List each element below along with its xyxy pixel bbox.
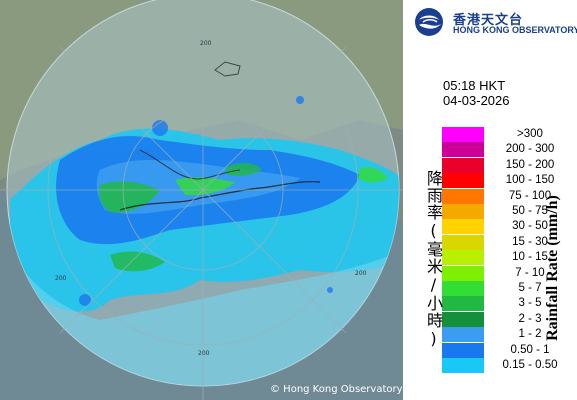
- legend-swatch: [442, 342, 484, 358]
- legend-swatch: [442, 173, 484, 189]
- legend-swatch: [442, 188, 484, 204]
- legend-label: 7 - 10: [515, 266, 545, 279]
- reservoir-outline: [214, 61, 241, 77]
- legend-label: 3 - 5: [518, 297, 542, 310]
- legend-swatch: [442, 234, 484, 250]
- range-label: 200: [198, 350, 210, 357]
- legend-label: 100 - 150: [505, 174, 555, 187]
- legend-swatch: [442, 265, 484, 281]
- hko-emblem-icon: [415, 8, 443, 36]
- legend-title-zh: 降雨率(毫米/小時): [424, 170, 443, 349]
- observation-date: 04-03-2026: [443, 93, 510, 108]
- legend-swatch: [442, 327, 484, 343]
- range-labels: 200 200 200 200: [55, 40, 367, 357]
- legend-item: 0.50 - 1: [442, 342, 574, 358]
- legend-label: 10 - 15: [512, 251, 548, 264]
- legend-label: 150 - 200: [505, 158, 555, 171]
- legend-item: 3 - 5: [442, 296, 574, 312]
- legend-item: 5 - 7: [442, 281, 574, 296]
- legend-item: 2 - 3: [442, 311, 574, 327]
- legend-label: 0.50 - 1: [510, 343, 550, 356]
- legend-label: 5 - 7: [518, 282, 542, 294]
- legend-swatch: [442, 281, 484, 296]
- legend-swatch: [442, 127, 484, 142]
- legend-item: 1 - 2: [442, 327, 574, 343]
- radar-map-image: 200 200 200 200: [0, 0, 403, 400]
- range-rings: [0, 0, 403, 400]
- legend-label: 1 - 2: [518, 328, 542, 341]
- logo-name-zh: 香港天文台: [453, 13, 524, 28]
- hko-logo: 香港天文台 HONG KONG OBSERVATORY: [413, 6, 577, 38]
- legend-item: 0.15 - 0.50: [442, 358, 574, 373]
- legend-label: 50 - 75: [512, 205, 548, 217]
- coastline: [139, 149, 241, 180]
- legend-item: 30 - 50: [442, 219, 574, 235]
- legend-item: 100 - 150: [442, 173, 574, 189]
- legend-item: >300: [442, 127, 574, 142]
- legend-item: 15 - 30: [442, 234, 574, 250]
- legend-swatch: [442, 157, 484, 173]
- legend-swatch: [442, 142, 484, 158]
- legend-label: 75 - 100: [508, 189, 552, 202]
- legend-swatch: [442, 250, 484, 266]
- legend-label: 15 - 30: [512, 235, 548, 248]
- legend-item: 150 - 200: [442, 157, 574, 173]
- legend-item: 75 - 100: [442, 188, 574, 204]
- legend-panel: 香港天文台 HONG KONG OBSERVATORY 05:18 HKT 04…: [403, 0, 577, 400]
- legend-swatch: [442, 204, 484, 219]
- logo-name-en: HONG KONG OBSERVATORY: [453, 25, 577, 35]
- legend-title-en: Rainfall Rate (mm/h): [544, 195, 561, 341]
- legend-label: 2 - 3: [518, 312, 542, 325]
- legend-label: >300: [517, 128, 543, 140]
- range-label: 200: [355, 270, 367, 277]
- legend-item: 10 - 15: [442, 250, 574, 266]
- radar-map: 200 200 200 200 © Hong Kong Observatory: [0, 0, 403, 400]
- legend-swatch: [442, 219, 484, 235]
- copyright-text: © Hong Kong Observatory: [270, 384, 403, 395]
- legend-item: 50 - 75: [442, 204, 574, 219]
- range-label: 200: [200, 40, 212, 47]
- legend-label: 200 - 300: [505, 143, 555, 156]
- legend-swatch: [442, 311, 484, 327]
- legend-label: 0.15 - 0.50: [502, 359, 558, 371]
- rain-echoes: [7, 96, 399, 386]
- observation-time: 05:18 HKT: [443, 78, 506, 93]
- range-label: 200: [55, 275, 67, 282]
- coastline: [119, 180, 321, 211]
- legend-swatch: [442, 358, 484, 373]
- legend-label: 30 - 50: [512, 220, 548, 233]
- legend-swatch: [442, 296, 484, 312]
- legend-item: 7 - 10: [442, 265, 574, 281]
- legend-item: 200 - 300: [442, 142, 574, 158]
